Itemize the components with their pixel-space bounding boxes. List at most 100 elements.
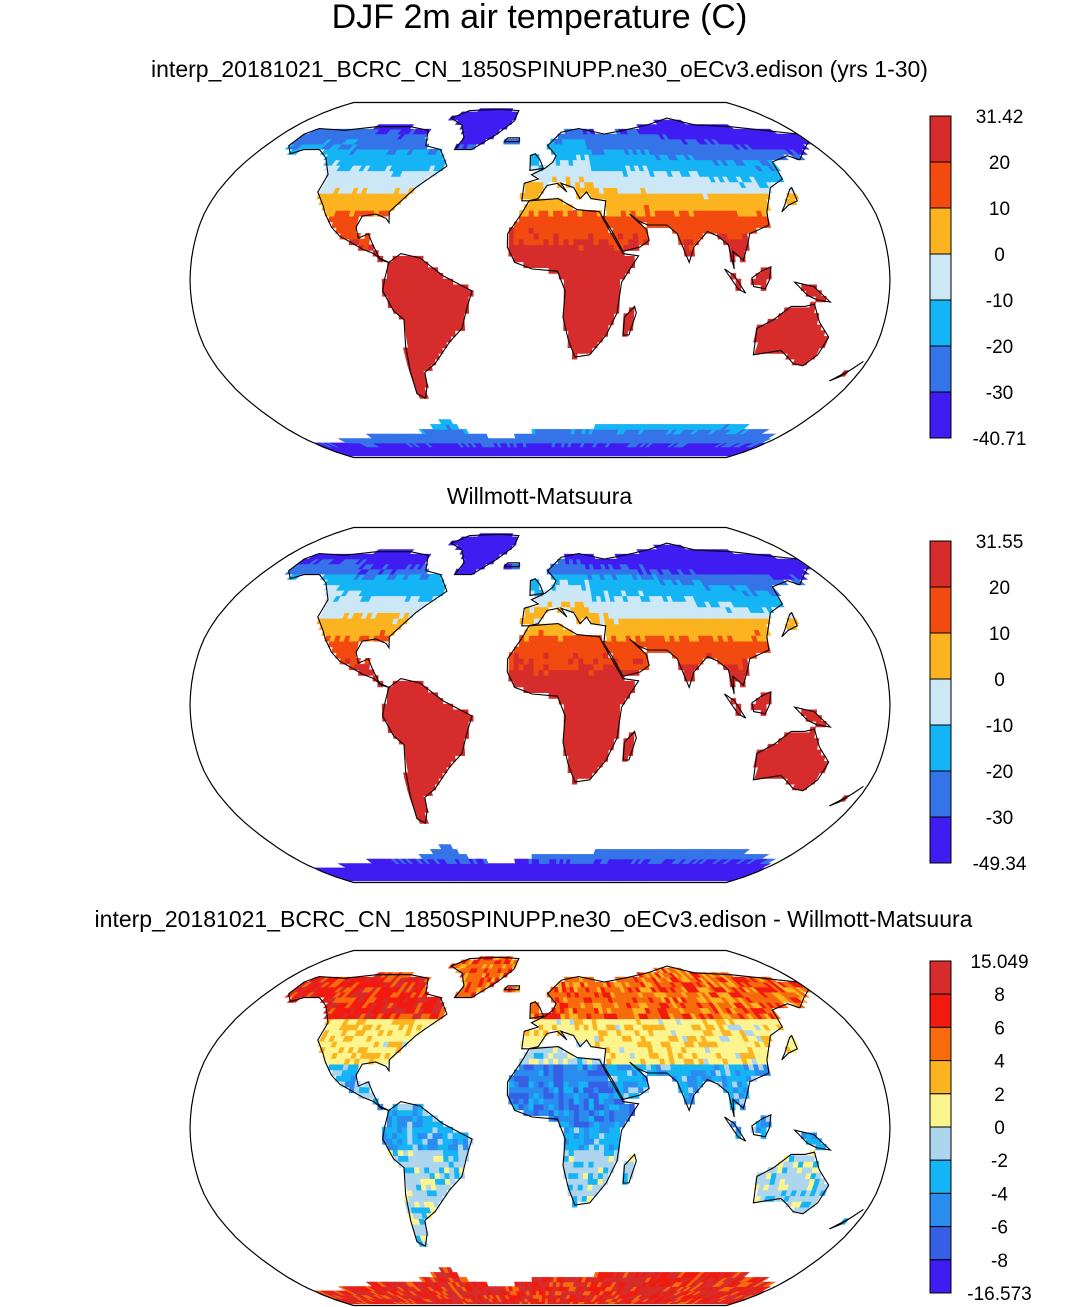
grid-cell	[429, 755, 437, 762]
grid-cell	[612, 221, 619, 228]
grid-cell	[594, 698, 600, 705]
grid-cell	[449, 749, 456, 756]
grid-cell	[592, 221, 599, 228]
grid-cell	[444, 749, 451, 756]
colorbar-swatch	[929, 161, 952, 209]
grid-cell	[429, 749, 436, 756]
grid-cell	[434, 324, 441, 331]
grid-cell	[568, 680, 575, 688]
grid-cell	[593, 738, 600, 745]
grid-cell	[578, 703, 585, 711]
grid-cell	[578, 686, 585, 694]
grid-cell	[543, 680, 550, 688]
grid-cell	[815, 324, 823, 331]
grid-cell	[407, 301, 414, 309]
grid-cell	[628, 663, 635, 671]
grid-cell	[587, 324, 594, 331]
grid-cell	[616, 646, 624, 653]
grid-cell	[578, 743, 585, 751]
grid-cell	[508, 657, 515, 665]
grid-cell	[573, 244, 580, 251]
grid-cell	[535, 438, 540, 444]
grid-cell	[578, 244, 585, 251]
grid-cell	[538, 250, 545, 257]
grid-cell	[523, 238, 530, 246]
grid-cell	[533, 215, 540, 223]
grid-cell	[558, 267, 565, 274]
grid-cell	[583, 715, 590, 722]
grid-cell	[623, 663, 630, 671]
grid-cell	[412, 726, 419, 734]
grid-cell	[513, 657, 520, 665]
grid-cell	[568, 738, 575, 745]
grid-cell	[427, 698, 434, 705]
grid-cell	[438, 738, 445, 745]
grid-cell	[513, 244, 520, 251]
grid-cell	[535, 875, 540, 879]
grid-cell	[555, 159, 561, 166]
grid-cell	[598, 726, 605, 734]
grid-cell	[618, 680, 625, 688]
colorbar-tick-label: 10	[989, 199, 1010, 220]
grid-cell	[587, 336, 594, 343]
grid-cell	[568, 267, 575, 274]
grid-cell	[457, 726, 464, 734]
grid-cell	[528, 250, 535, 257]
grid-cell	[386, 703, 393, 711]
grid-cell	[588, 720, 595, 728]
grid-cell	[412, 301, 419, 309]
grid-cell	[603, 301, 610, 309]
grid-cell	[432, 290, 439, 297]
grid-cell	[583, 692, 590, 699]
grid-cell	[427, 720, 434, 728]
grid-cell	[386, 709, 393, 716]
grid-cell	[558, 675, 565, 682]
grid-cell	[573, 749, 579, 756]
grid-cell	[432, 720, 439, 728]
grid-cell	[538, 657, 545, 665]
grid-cell	[528, 261, 535, 269]
grid-cell	[578, 295, 585, 303]
grid-cell	[437, 709, 444, 716]
grid-cell	[528, 686, 535, 694]
grid-cell	[604, 715, 610, 722]
grid-cell	[528, 255, 535, 263]
grid-cell	[508, 669, 515, 676]
grid-cell	[593, 726, 600, 734]
grid-cell	[402, 255, 409, 263]
grid-cell	[417, 261, 424, 269]
grid-cell	[593, 295, 600, 303]
grid-cell	[608, 675, 615, 682]
grid-cell	[533, 663, 540, 671]
grid-cell	[533, 261, 540, 269]
grid-cell	[603, 313, 610, 320]
grid-cell	[594, 278, 600, 286]
grid-cell	[528, 204, 535, 211]
grid-cell	[432, 301, 439, 309]
grid-cell	[437, 720, 444, 728]
grid-cell	[603, 726, 610, 734]
grid-cell	[407, 267, 414, 274]
grid-cell	[608, 738, 615, 745]
grid-cell	[553, 233, 560, 240]
grid-cell	[427, 726, 434, 734]
grid-cell	[422, 709, 429, 716]
grid-cell	[572, 761, 579, 768]
grid-cell	[432, 273, 439, 280]
grid-cell	[538, 867, 543, 873]
grid-cell	[548, 652, 555, 659]
grid-cell	[548, 221, 555, 228]
grid-cell	[543, 244, 550, 251]
grid-cell	[573, 273, 580, 280]
grid-cell	[533, 640, 540, 648]
grid-cell	[583, 318, 590, 326]
grid-cell	[548, 663, 555, 671]
grid-cell	[397, 255, 404, 263]
grid-cell	[567, 221, 574, 228]
grid-cell	[609, 273, 616, 280]
grid-cell	[428, 313, 435, 320]
grid-cell	[614, 284, 621, 291]
grid-cell	[598, 307, 605, 314]
grid-cell	[576, 772, 583, 779]
